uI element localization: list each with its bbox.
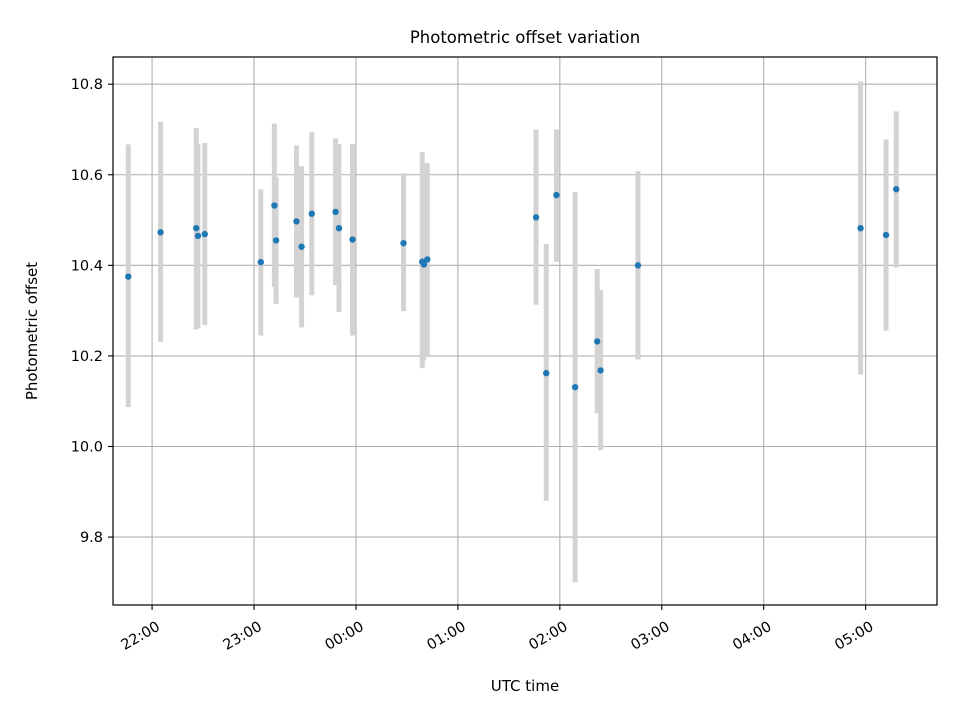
data-point — [594, 338, 601, 345]
y-tick-label: 10.2 — [71, 349, 103, 365]
data-point — [553, 191, 560, 199]
data-point — [125, 273, 132, 280]
x-axis-label: UTC time — [491, 677, 559, 695]
y-tick-label: 10.8 — [71, 77, 103, 93]
y-axis-ticks: 9.8 10.0 10.2 10.4 10.6 10.8 — [71, 77, 113, 546]
data-point — [532, 214, 540, 221]
data-point — [157, 229, 164, 236]
y-tick-label: 10.4 — [71, 258, 103, 274]
data-point — [193, 224, 200, 232]
plot-area-frame — [112, 56, 938, 606]
data-point — [194, 232, 202, 240]
data-point — [332, 208, 339, 216]
data-point — [597, 367, 604, 374]
data-point — [882, 231, 890, 239]
data-point — [257, 258, 265, 266]
data-point — [420, 261, 428, 268]
data-point — [298, 243, 305, 250]
data-point — [201, 230, 208, 238]
data-point — [349, 236, 356, 243]
chart-title: Photometric offset variation — [410, 28, 640, 47]
data-point — [335, 224, 343, 232]
data-point — [424, 256, 431, 263]
data-point — [400, 239, 407, 247]
gridlines — [113, 57, 937, 605]
data-point — [543, 369, 550, 377]
data-point — [893, 186, 900, 193]
data-point — [293, 218, 300, 225]
data-point — [308, 210, 315, 217]
data-point — [272, 237, 280, 244]
data-point — [271, 202, 278, 209]
data-point — [857, 224, 864, 232]
data-point — [571, 383, 579, 391]
y-axis-label: Photometric offset — [23, 262, 41, 400]
y-tick-label: 10.0 — [71, 439, 103, 455]
y-tick-label: 9.8 — [80, 530, 103, 546]
data-points — [125, 186, 900, 391]
y-tick-label: 10.6 — [71, 168, 103, 184]
data-point — [634, 262, 642, 269]
